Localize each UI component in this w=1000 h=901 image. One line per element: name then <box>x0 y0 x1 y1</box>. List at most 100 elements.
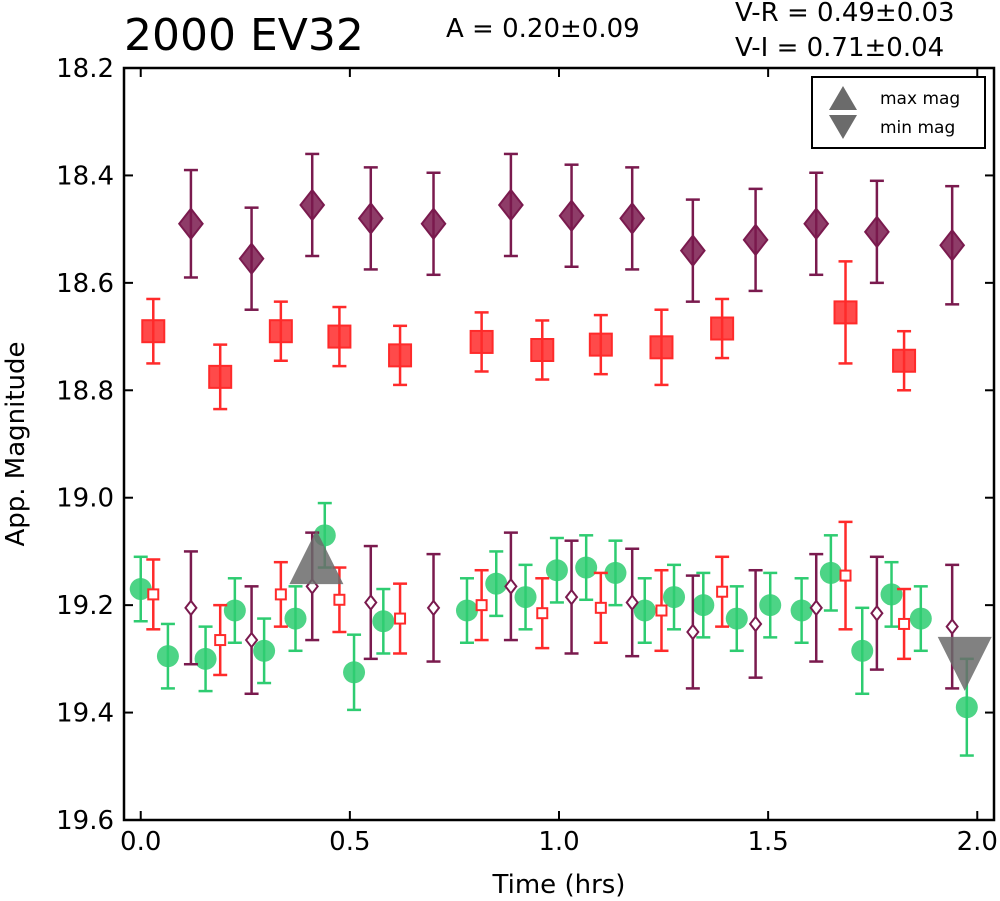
min-mag-marker <box>937 636 992 691</box>
amplitude-annotation: A = 0.20±0.09 <box>446 14 640 44</box>
data-point-diamond <box>863 215 890 249</box>
data-point-circle <box>372 610 395 633</box>
data-point-diamond <box>504 577 518 595</box>
data-point-square <box>898 617 911 630</box>
data-point-circle <box>880 583 903 606</box>
data-point-diamond <box>238 242 265 276</box>
plot-frame <box>122 66 996 822</box>
data-point-square <box>588 332 613 357</box>
data-point-diamond <box>945 618 959 636</box>
x-axis-ticks: 0.0 0.5 1.0 1.5 2.0 <box>120 68 998 857</box>
y-tick-label: 19.6 <box>56 806 114 836</box>
y-tick-label: 19.4 <box>56 699 114 729</box>
data-point-circle <box>575 556 598 579</box>
max-mag-marker <box>289 530 344 585</box>
data-point-diamond <box>625 593 639 612</box>
v-r-annotation: V-R = 0.49±0.03 <box>735 0 955 28</box>
y-tick-label: 18.6 <box>56 269 114 299</box>
data-point-square <box>274 588 287 601</box>
data-point-diamond <box>803 207 830 241</box>
data-point-square <box>147 588 160 601</box>
data-point-circle <box>455 599 478 622</box>
data-point-diamond <box>299 188 326 222</box>
data-point-diamond <box>364 593 378 612</box>
data-point-square <box>469 329 494 354</box>
x-tick-label: 1.0 <box>538 827 579 857</box>
data-point-circle <box>129 578 152 601</box>
data-point-square <box>655 604 668 617</box>
data-point-circle <box>514 586 537 609</box>
data-point-circle <box>692 594 715 617</box>
data-point-circle <box>633 599 656 622</box>
legend-max-mag-icon <box>829 86 857 110</box>
x-tick-label: 0.5 <box>329 827 370 857</box>
data-point-square <box>394 612 407 625</box>
data-point-circle <box>223 599 246 622</box>
data-point-diamond <box>357 201 384 236</box>
data-point-circle <box>485 572 508 595</box>
data-point-diamond <box>809 599 823 617</box>
data-point-circle <box>759 594 782 617</box>
legend-min-mag-icon <box>829 115 857 139</box>
data-point-square <box>892 348 917 373</box>
data-point-circle <box>156 645 179 668</box>
data-point-circle <box>604 561 627 584</box>
x-axis-label: Time (hrs) <box>492 870 626 900</box>
data-point-circle <box>194 647 217 670</box>
data-point-square <box>594 601 607 614</box>
y-tick-label: 18.8 <box>56 376 114 406</box>
data-point-square <box>649 335 674 360</box>
data-point-circle <box>253 639 276 662</box>
legend-label-min-mag: min mag <box>880 118 955 138</box>
data-point-circle <box>955 696 978 719</box>
y-tick-label: 18.2 <box>56 54 114 84</box>
data-point-square <box>475 599 488 612</box>
data-point-circle <box>725 607 748 630</box>
data-point-square <box>268 319 293 344</box>
data-point-square <box>530 338 555 362</box>
data-point-circle <box>851 639 874 662</box>
legend-label-max-mag: max mag <box>880 89 960 109</box>
data-point-diamond <box>184 599 198 617</box>
y-tick-label: 19.2 <box>56 591 114 621</box>
data-point-square <box>710 316 735 341</box>
data-point-diamond <box>619 201 646 236</box>
data-point-diamond <box>679 234 706 268</box>
data-point-square <box>141 319 166 344</box>
v-i-annotation: V-I = 0.71±0.04 <box>735 33 945 63</box>
data-point-diamond <box>748 615 763 633</box>
data-point-diamond <box>564 588 579 606</box>
data-point-square <box>208 364 233 389</box>
data-point-square <box>333 593 346 606</box>
data-point-square <box>716 585 729 598</box>
data-point-square <box>833 300 858 325</box>
chart-title: 2000 EV32 <box>124 10 364 61</box>
data-point-diamond <box>497 188 524 222</box>
data-point-circle <box>663 586 686 609</box>
data-point-circle <box>284 607 307 630</box>
data-point-square <box>536 607 549 620</box>
y-tick-label: 19.0 <box>56 484 114 514</box>
x-tick-label: 0.0 <box>120 827 161 857</box>
legend: max mag min mag <box>811 76 986 149</box>
x-tick-label: 2.0 <box>957 827 998 857</box>
y-tick-label: 18.4 <box>56 161 114 191</box>
data-point-square <box>327 324 352 349</box>
data-point-diamond <box>686 623 700 641</box>
data-point-diamond <box>870 604 884 622</box>
data-point-diamond <box>244 631 259 649</box>
data-point-square <box>388 343 413 368</box>
data-point-diamond <box>177 207 204 241</box>
data-point-square <box>839 569 852 582</box>
data-point-diamond <box>558 199 585 233</box>
data-point-circle <box>790 599 813 622</box>
data-point-diamond <box>742 223 769 257</box>
data-point-square <box>214 634 227 647</box>
data-marks <box>129 152 992 757</box>
data-point-circle <box>819 561 842 584</box>
y-axis-label: App. Magnitude <box>1 341 31 546</box>
data-point-diamond <box>939 228 966 262</box>
data-point-circle <box>343 661 366 684</box>
y-axis-ticks: 18.2 18.4 18.6 18.8 19.0 19.2 19.4 19.6 <box>56 54 994 836</box>
